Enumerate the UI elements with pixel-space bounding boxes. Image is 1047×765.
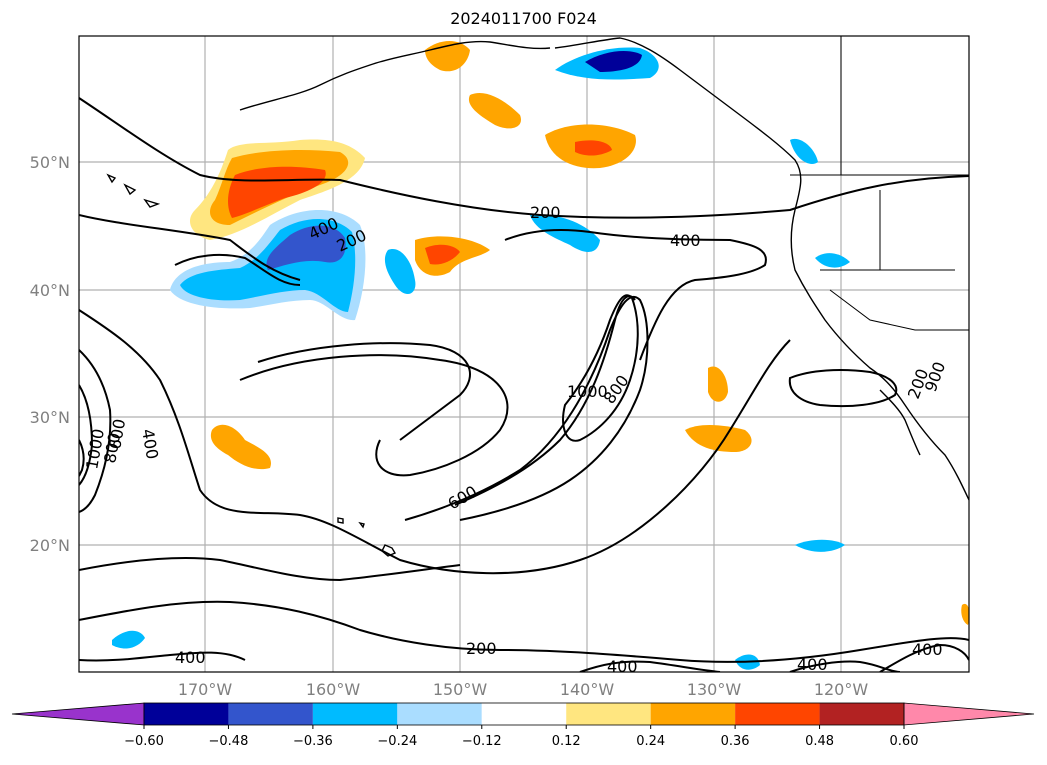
colorbar-segment xyxy=(312,703,398,725)
positive-anomaly-region xyxy=(210,424,271,470)
contour-label: 400 xyxy=(912,640,943,659)
shaded-anomaly-fields xyxy=(112,41,969,670)
map-title: 2024011700 F024 xyxy=(450,9,597,28)
colorbar-tick-label: −0.36 xyxy=(293,734,333,749)
lon-label: 140°W xyxy=(560,680,615,699)
colorbar-tick-label: −0.12 xyxy=(462,734,502,749)
contour-label: 400 xyxy=(607,657,638,676)
colorbar-segment xyxy=(819,703,904,725)
colorbar-tick-label: −0.60 xyxy=(124,734,164,749)
positive-anomaly-region xyxy=(575,140,612,156)
lon-label: 120°W xyxy=(814,680,869,699)
positive-anomaly-region xyxy=(468,92,521,129)
positive-anomaly-region xyxy=(685,425,752,452)
longitude-labels: 170°W 160°W 150°W 140°W 130°W 120°W xyxy=(178,680,869,699)
lon-label: 150°W xyxy=(433,680,488,699)
negative-anomaly-region xyxy=(585,50,642,72)
lat-label: 20°N xyxy=(30,536,70,555)
lon-label: 160°W xyxy=(306,680,361,699)
colorbar-segment xyxy=(144,703,229,725)
colorbar-segment xyxy=(650,703,736,725)
colorbar-segment xyxy=(566,703,651,725)
colorbar-segment xyxy=(735,703,820,725)
colorbar-segment xyxy=(397,703,482,725)
colorbar-tick-label: −0.48 xyxy=(209,734,249,749)
lat-label: 30°N xyxy=(30,408,70,427)
colorbar-frame xyxy=(143,702,905,726)
contour-label: 1000 xyxy=(567,382,608,401)
negative-anomaly-region xyxy=(815,253,850,268)
negative-anomaly-region xyxy=(112,630,145,649)
negative-anomaly-region xyxy=(266,225,346,270)
contour-label: 200 xyxy=(466,639,497,658)
colorbar-tick-label: 0.24 xyxy=(636,734,665,749)
lon-label: 170°W xyxy=(178,680,233,699)
negative-anomaly-region xyxy=(795,539,845,552)
contour-lines xyxy=(79,97,969,672)
contour-label: 200 xyxy=(530,203,561,222)
map-panel: 200 400 200 400 1000 800 1000 800 600 40… xyxy=(79,36,969,676)
colorbar-tick-label: −0.24 xyxy=(377,734,417,749)
negative-anomaly-region xyxy=(384,249,416,295)
colorbar-segment xyxy=(481,703,567,725)
positive-anomaly-region xyxy=(708,366,728,402)
contour-label: 400 xyxy=(670,231,701,250)
negative-anomaly-region xyxy=(530,214,600,252)
colorbar-tick-label: 0.36 xyxy=(721,734,750,749)
lat-label: 50°N xyxy=(30,153,70,172)
contour-label: 400 xyxy=(175,648,206,667)
colorbar-extend-low xyxy=(11,702,145,726)
contour-label: 400 xyxy=(797,655,828,674)
colorbar-extend-high xyxy=(903,702,1035,726)
coastlines xyxy=(106,37,969,557)
political-borders xyxy=(790,36,969,331)
negative-anomaly-region xyxy=(790,138,818,164)
colorbar-tick-label: 0.48 xyxy=(805,734,834,749)
colorbar-segment xyxy=(228,703,313,725)
colorbar-tick-label: 0.12 xyxy=(552,734,581,749)
colorbar: −0.60 −0.48 −0.36 −0.24 −0.12 0.12 0.24 0.36 0.4… xyxy=(11,702,1035,749)
positive-anomaly-region xyxy=(961,603,969,625)
colorbar-tick-label: 0.60 xyxy=(890,734,919,749)
lat-label: 40°N xyxy=(30,281,70,300)
positive-anomaly-region xyxy=(425,244,460,265)
latitude-labels: 50°N 40°N 30°N 20°N xyxy=(30,153,70,555)
map-frame xyxy=(78,35,970,673)
lon-label: 130°W xyxy=(687,680,742,699)
